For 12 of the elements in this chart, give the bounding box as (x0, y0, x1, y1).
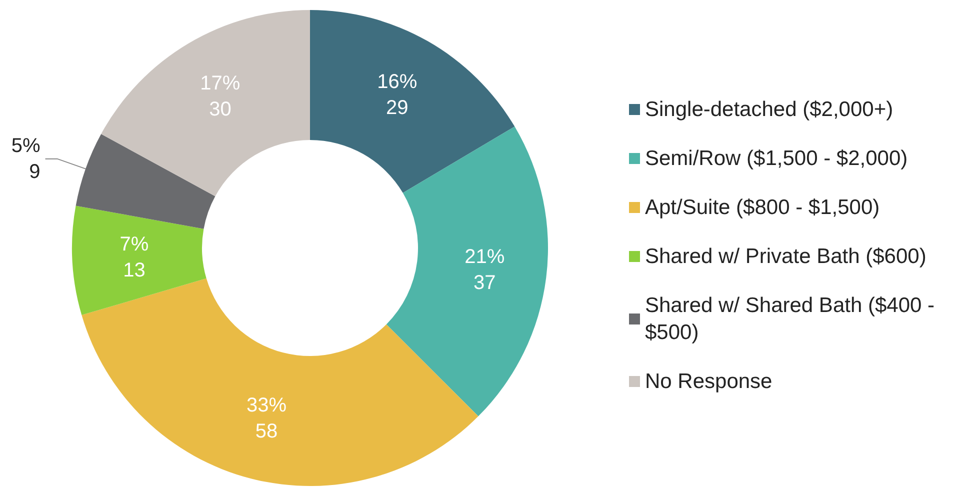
data-label: 5% 9 (11, 134, 40, 183)
data-label: 16% 29 (377, 71, 418, 120)
data-label: 21% 37 (464, 246, 505, 294)
legend-label: No Response (645, 370, 772, 393)
data-label: 17% 30 (200, 72, 240, 121)
data-label: 33% 58 (246, 394, 287, 443)
legend-label: Shared w/ Shared Bath ($400 - $500) (645, 294, 940, 344)
legend-label: Apt/Suite ($800 - $1,500) (645, 196, 880, 219)
data-label: 7% 13 (120, 233, 149, 282)
legend-label: Semi/Row ($1,500 - $2,000) (645, 147, 908, 170)
legend-label: Shared w/ Private Bath ($600) (645, 245, 926, 268)
legend-label: Single-detached ($2,000+) (645, 98, 894, 121)
